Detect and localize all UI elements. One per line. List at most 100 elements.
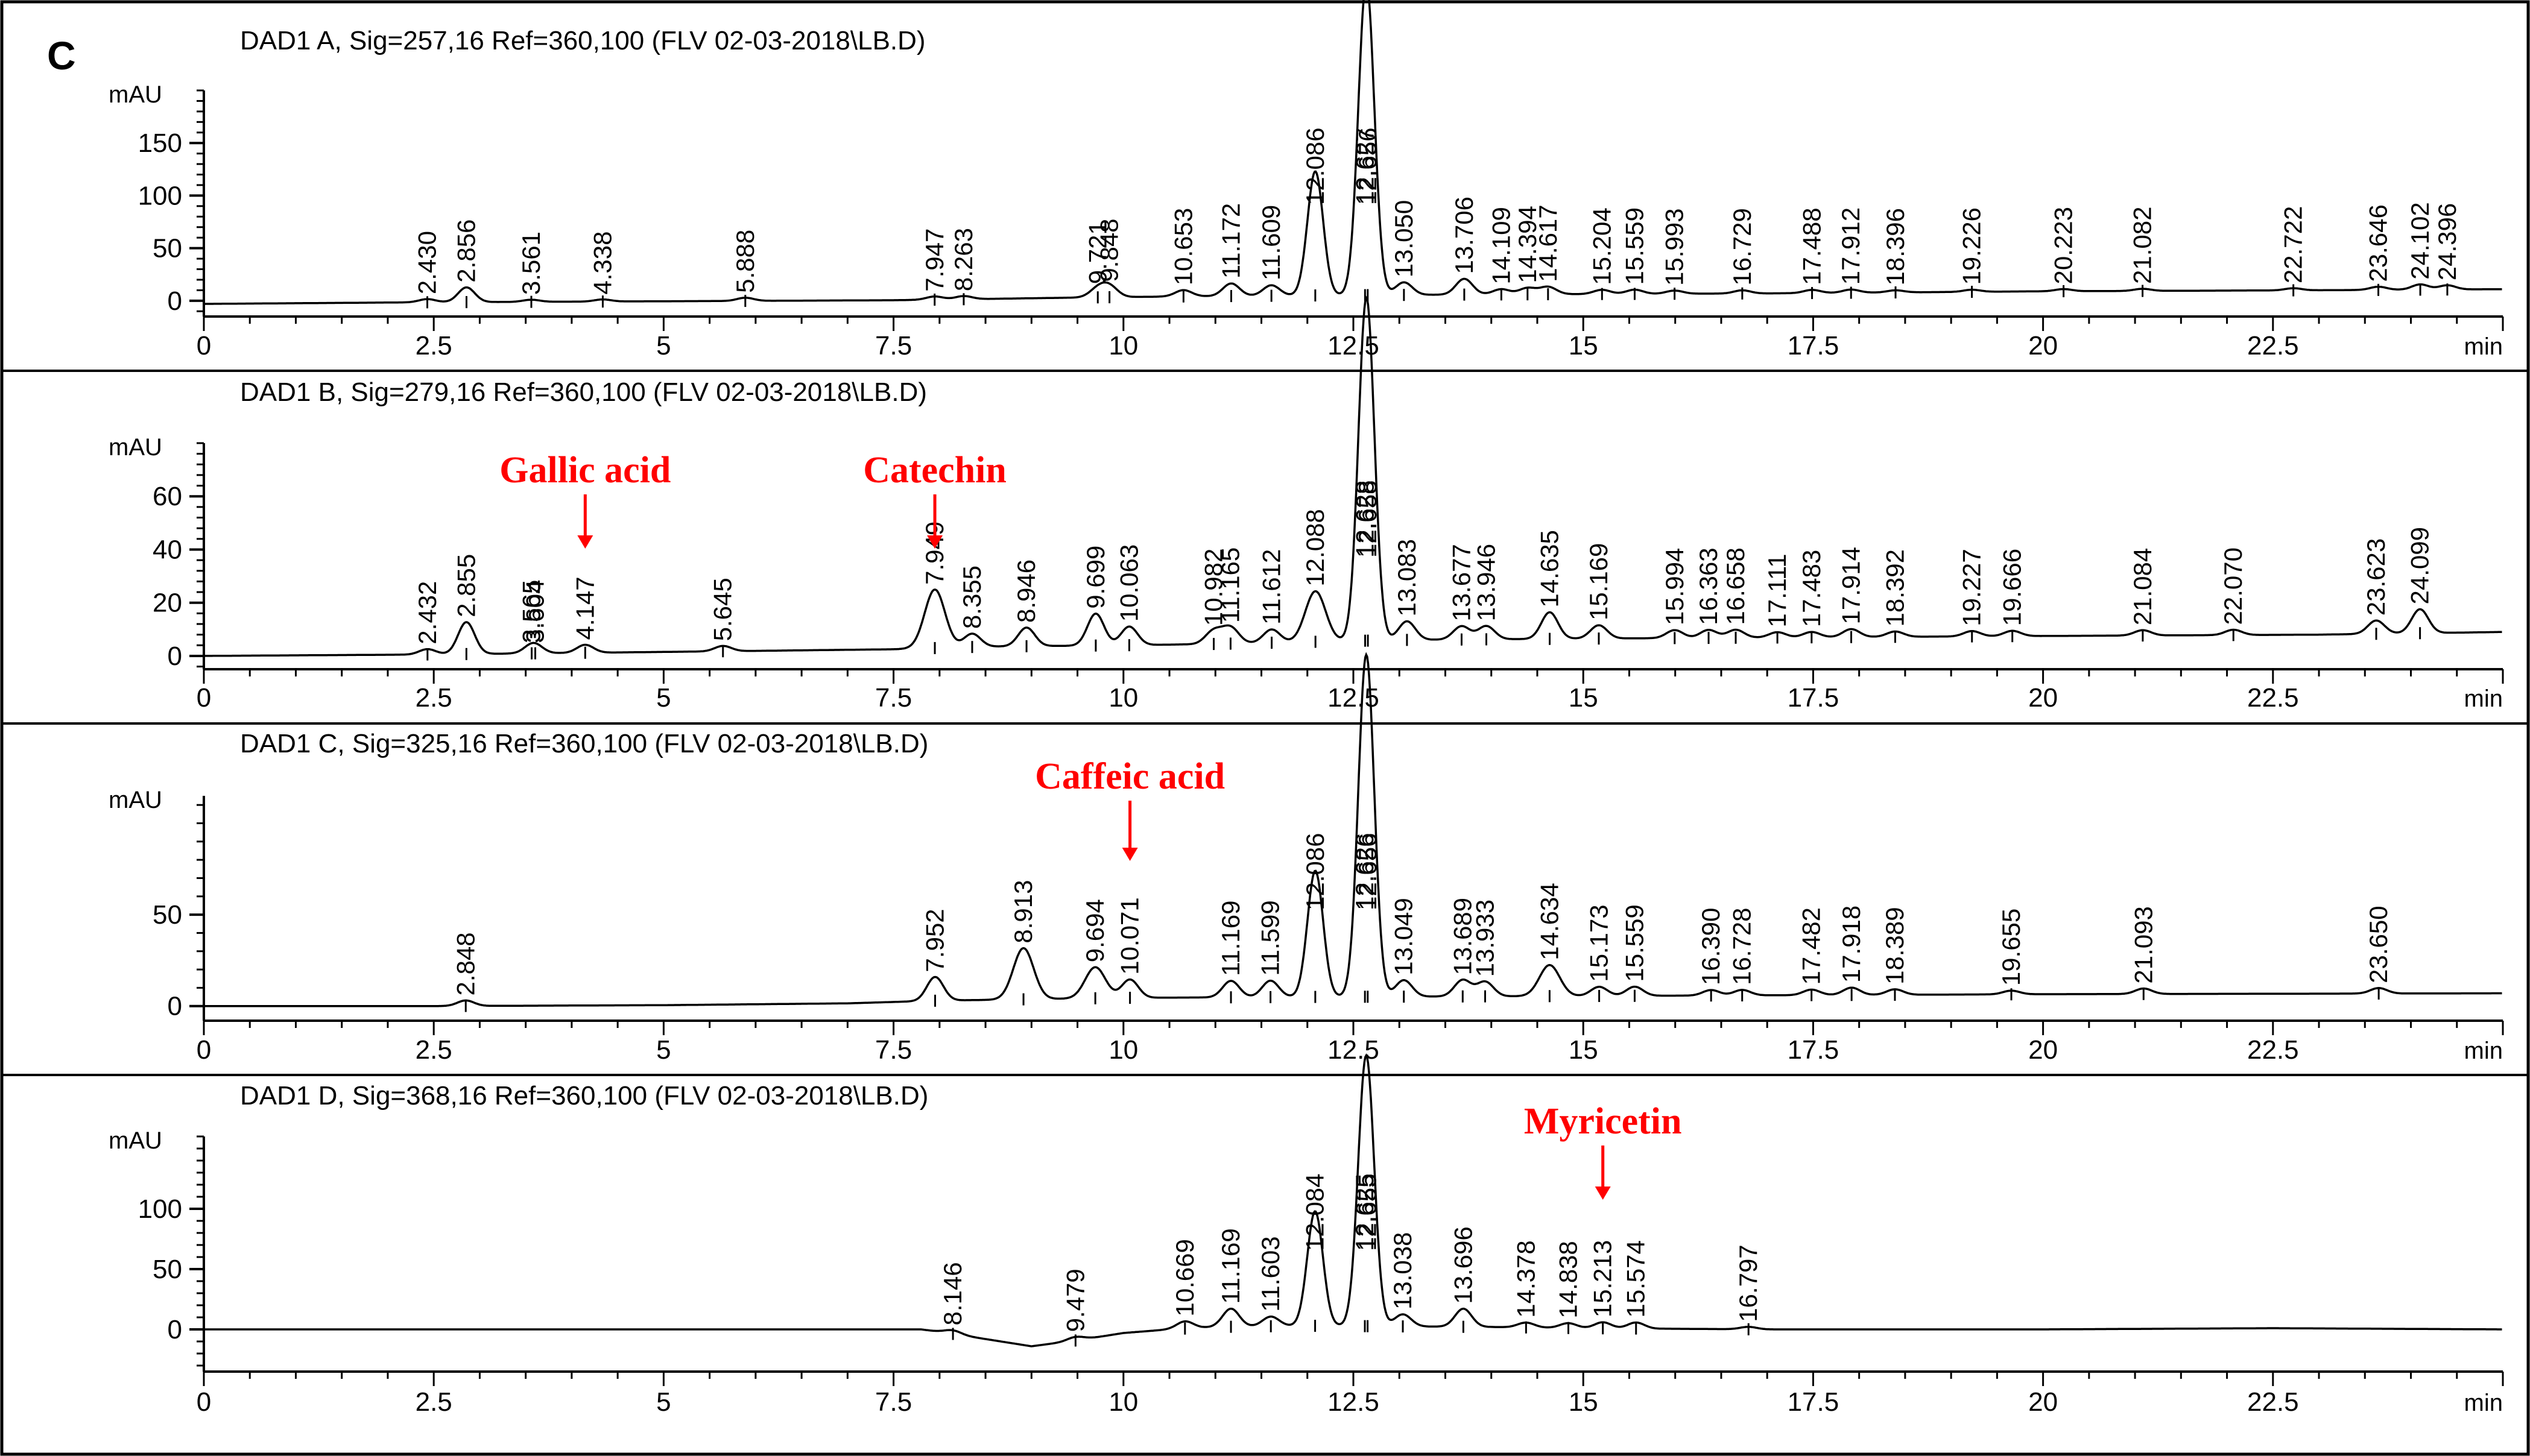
- peak-rt-label: 9.721: [1083, 221, 1112, 284]
- peak-rt-label: 4.147: [571, 576, 599, 640]
- panel-title: DAD1 C, Sig=325,16 Ref=360,100 (FLV 02-0…: [240, 729, 928, 758]
- peak-rt-label: 11.609: [1257, 205, 1285, 280]
- peak-rt-label: 15.994: [1660, 548, 1689, 625]
- peak-rt-label: 13.677: [1447, 544, 1475, 621]
- panels-group: DAD1 A, Sig=257,16 Ref=360,100 (FLV 02-0…: [109, 0, 2504, 1417]
- peak-rt-label: 13.706: [1450, 197, 1478, 274]
- peak-rt-label: 12.625: [1350, 1174, 1379, 1251]
- chromatogram-trace: [204, 295, 2502, 657]
- x-tick-label: 10: [1108, 331, 1138, 361]
- peak-rt-label: 21.082: [2128, 207, 2157, 284]
- chromatogram-panel: DAD1 A, Sig=257,16 Ref=360,100 (FLV 02-0…: [109, 0, 2504, 361]
- peak-rt-label: 11.165: [1216, 547, 1244, 623]
- peak-rt-label: 9.694: [1081, 899, 1109, 962]
- peak-rt-label: 10.063: [1115, 544, 1143, 622]
- peak-rt-label: 17.111: [1763, 553, 1791, 627]
- peak-rt-label: 23.623: [2362, 538, 2390, 616]
- peak-rt-label: 17.488: [1798, 207, 1826, 285]
- y-tick-label: 50: [153, 1255, 182, 1284]
- peak-rt-label: 12.658: [1353, 481, 1382, 558]
- peak-rt-label: 15.173: [1585, 904, 1613, 982]
- peak-rt-label: 11.599: [1256, 900, 1285, 975]
- peak-rt-label: 9.848: [1095, 218, 1124, 282]
- x-axis-unit: min: [2464, 685, 2503, 712]
- peak-rt-label: 12.086: [1301, 833, 1329, 910]
- peak-rt-label: 24.099: [2406, 527, 2434, 604]
- x-tick-label: 12.5: [1327, 1035, 1379, 1065]
- peak-rt-label: 14.838: [1554, 1241, 1582, 1318]
- x-tick-label: 2.5: [416, 683, 452, 713]
- x-tick-label: 7.5: [875, 331, 912, 361]
- x-tick-label: 10: [1108, 1387, 1138, 1417]
- x-tick-label: 17.5: [1788, 331, 1839, 361]
- peak-rt-label: 15.559: [1620, 207, 1648, 285]
- peak-rt-label: 16.658: [1721, 547, 1750, 625]
- y-tick-label: 0: [168, 992, 182, 1021]
- x-tick-label: 2.5: [416, 1035, 452, 1065]
- x-axis-unit: min: [2464, 333, 2503, 360]
- peak-rt-label: 24.396: [2433, 203, 2461, 280]
- peak-rt-label: 15.169: [1584, 543, 1613, 620]
- peak-rt-label: 21.084: [2128, 548, 2157, 625]
- peak-rt-label: 14.394: [1513, 206, 1542, 283]
- x-tick-label: 15: [1569, 1035, 1598, 1065]
- x-tick-label: 0: [197, 1035, 211, 1065]
- x-tick-label: 7.5: [875, 1387, 912, 1417]
- peak-rt-label: 14.378: [1511, 1240, 1540, 1317]
- x-tick-label: 17.5: [1788, 1387, 1839, 1417]
- y-axis-label: mAU: [109, 1127, 162, 1154]
- peak-rt-label: 7.952: [921, 909, 949, 972]
- peak-rt-label: 15.574: [1622, 1240, 1650, 1317]
- peak-rt-label: 3.561: [517, 232, 545, 295]
- peak-rt-label: 11.603: [1256, 1236, 1285, 1311]
- x-tick-label: 20: [2028, 1035, 2058, 1065]
- y-tick-label: 40: [153, 535, 182, 564]
- x-tick-label: 17.5: [1788, 1035, 1839, 1065]
- peak-rt-label: 4.338: [588, 232, 616, 295]
- compound-annotation: Gallic acid: [499, 450, 671, 491]
- peak-rt-label: 16.390: [1697, 908, 1725, 985]
- x-tick-label: 20: [2028, 1387, 2058, 1417]
- x-tick-label: 0: [197, 1387, 211, 1417]
- x-tick-label: 0: [197, 683, 211, 713]
- peak-rt-label: 16.797: [1734, 1244, 1762, 1322]
- peak-rt-label: 8.355: [958, 566, 986, 629]
- x-tick-label: 5: [656, 1035, 671, 1065]
- x-tick-label: 0: [197, 331, 211, 361]
- peak-rt-label: 12.655: [1353, 1174, 1382, 1251]
- y-tick-label: 50: [153, 900, 182, 930]
- peak-rt-label: 10.653: [1169, 208, 1197, 285]
- y-tick-label: 100: [138, 181, 182, 210]
- peak-rt-label: 7.947: [920, 228, 949, 292]
- peak-rt-label: 13.946: [1472, 544, 1500, 621]
- compound-annotation: Catechin: [863, 450, 1007, 491]
- x-tick-label: 17.5: [1788, 683, 1839, 713]
- y-axis-label: mAU: [109, 434, 162, 461]
- peak-rt-label: 9.699: [1081, 546, 1110, 609]
- peak-rt-label: 2.848: [451, 932, 479, 995]
- x-tick-label: 5: [656, 331, 671, 361]
- annotation-arrow-head: [577, 535, 593, 549]
- y-axis-label: mAU: [109, 81, 162, 108]
- peak-rt-label: 12.088: [1301, 509, 1329, 586]
- panel-title: DAD1 A, Sig=257,16 Ref=360,100 (FLV 02-0…: [240, 26, 926, 55]
- y-tick-label: 60: [153, 482, 182, 511]
- peak-rt-label: 9.479: [1061, 1268, 1089, 1332]
- peak-rt-label: 15.213: [1589, 1240, 1617, 1317]
- x-tick-label: 20: [2028, 331, 2058, 361]
- x-tick-label: 15: [1569, 331, 1598, 361]
- peak-rt-label: 13.038: [1388, 1232, 1417, 1309]
- peak-rt-label: 17.482: [1797, 907, 1826, 985]
- peak-rt-label: 15.559: [1620, 904, 1648, 982]
- peak-rt-label: 5.888: [731, 230, 759, 293]
- y-axis-label: mAU: [109, 787, 162, 813]
- y-tick-label: 100: [138, 1194, 182, 1224]
- compound-annotation: Caffeic acid: [1035, 756, 1225, 797]
- peak-rt-label: 3.604: [521, 580, 549, 643]
- peak-rt-label: 19.227: [1958, 549, 1986, 626]
- x-tick-label: 12.5: [1327, 1387, 1379, 1417]
- peak-rt-label: 21.093: [2129, 906, 2157, 983]
- peak-rt-label: 16.363: [1694, 547, 1722, 625]
